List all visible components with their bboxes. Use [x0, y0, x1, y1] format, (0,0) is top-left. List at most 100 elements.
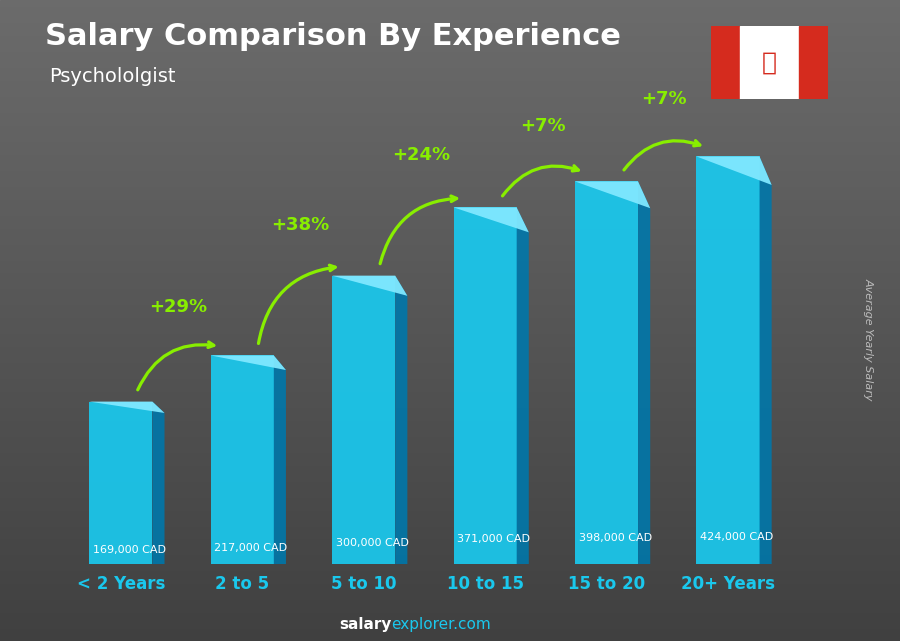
Bar [0, 378, 900, 381]
Polygon shape [211, 355, 274, 564]
Bar [0, 308, 900, 311]
Bar [0, 208, 900, 212]
Bar [0, 266, 900, 269]
Bar [0, 80, 900, 83]
Bar [0, 369, 900, 372]
Bar [0, 337, 900, 340]
Bar [0, 494, 900, 497]
Bar [0, 397, 900, 401]
Bar [740, 26, 799, 99]
Text: +38%: +38% [271, 216, 328, 234]
Bar [0, 212, 900, 215]
Bar [799, 26, 828, 99]
Polygon shape [152, 401, 165, 564]
Bar [0, 391, 900, 394]
Bar [0, 439, 900, 442]
Bar [0, 48, 900, 51]
Bar [0, 292, 900, 295]
Bar [0, 619, 900, 622]
Bar [0, 330, 900, 333]
Bar [0, 199, 900, 202]
Bar [0, 574, 900, 577]
Bar [0, 295, 900, 298]
Text: +29%: +29% [149, 298, 207, 316]
Bar [0, 221, 900, 224]
Bar [0, 478, 900, 481]
Text: 300,000 CAD: 300,000 CAD [336, 538, 409, 548]
Text: Salary Comparison By Experience: Salary Comparison By Experience [45, 22, 621, 51]
Bar [0, 176, 900, 179]
Bar [0, 128, 900, 131]
Bar [0, 224, 900, 228]
Bar [0, 538, 900, 542]
Bar [0, 513, 900, 516]
Bar [0, 13, 900, 16]
Bar [0, 603, 900, 606]
Bar [0, 244, 900, 247]
Bar [0, 551, 900, 554]
Bar [0, 526, 900, 529]
Bar [0, 340, 900, 343]
Bar [0, 503, 900, 506]
Bar [0, 272, 900, 276]
Bar [0, 314, 900, 317]
Bar [0, 147, 900, 151]
Bar [0, 545, 900, 548]
Bar [0, 71, 900, 74]
Polygon shape [89, 401, 152, 564]
Bar [0, 19, 900, 22]
Text: +7%: +7% [520, 117, 565, 135]
Bar [0, 433, 900, 436]
Bar [0, 231, 900, 234]
Bar [0, 558, 900, 561]
Polygon shape [274, 355, 286, 564]
Bar [0, 282, 900, 285]
Text: +7%: +7% [641, 90, 687, 108]
Bar [0, 93, 900, 96]
Bar [0, 218, 900, 221]
Bar [0, 196, 900, 199]
Bar [0, 163, 900, 167]
Polygon shape [89, 401, 165, 413]
Bar [0, 583, 900, 587]
Bar [0, 359, 900, 362]
Bar [0, 587, 900, 590]
Bar [0, 38, 900, 42]
Bar [0, 593, 900, 596]
Bar [0, 429, 900, 433]
Polygon shape [760, 156, 771, 564]
Bar [0, 324, 900, 327]
Bar [0, 167, 900, 170]
Polygon shape [332, 276, 395, 564]
Bar [0, 388, 900, 391]
Bar [0, 394, 900, 397]
Bar [0, 170, 900, 173]
Bar [0, 362, 900, 365]
Bar [0, 26, 900, 29]
Bar [0, 67, 900, 71]
Bar [0, 327, 900, 330]
Bar [0, 151, 900, 154]
Bar [0, 205, 900, 208]
Bar [0, 349, 900, 353]
Text: 424,000 CAD: 424,000 CAD [700, 531, 773, 542]
Polygon shape [454, 208, 517, 564]
Bar [0, 215, 900, 218]
Bar [0, 468, 900, 471]
Bar [0, 407, 900, 410]
Bar [0, 606, 900, 609]
Bar [0, 141, 900, 144]
Bar [0, 628, 900, 631]
Bar [0, 157, 900, 160]
Bar [0, 103, 900, 106]
Bar [0, 590, 900, 593]
Bar [0, 631, 900, 635]
Bar [0, 304, 900, 308]
Text: 🍁: 🍁 [762, 51, 777, 74]
Bar [0, 202, 900, 205]
Bar [0, 35, 900, 38]
Bar [0, 298, 900, 301]
Bar [0, 449, 900, 452]
Bar [0, 564, 900, 567]
Bar [0, 234, 900, 237]
